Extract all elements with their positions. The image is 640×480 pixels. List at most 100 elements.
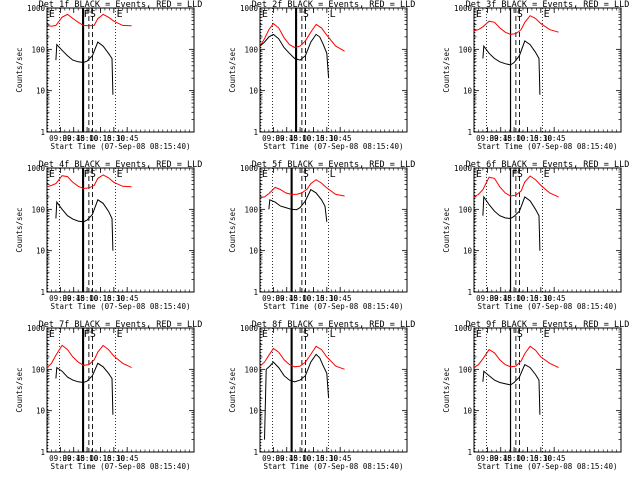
x-tick-label: 10:30: [316, 454, 339, 463]
x-tick-label: 09:45: [62, 454, 85, 463]
x-tick-label: 10:00: [289, 454, 312, 463]
x-tick-label: 09:30: [262, 294, 285, 303]
x-axis-label: Start Time (07-Sep-08 08:15:40): [478, 142, 618, 151]
lld-series-line: [259, 179, 345, 199]
y-tick-label: 100: [458, 365, 472, 374]
x-axis-label: Start Time (07-Sep-08 08:15:40): [264, 302, 404, 311]
x-axis-label: Start Time (07-Sep-08 08:15:40): [264, 142, 404, 151]
panel-title: Det 2f BLACK = Events, RED = LLD: [252, 0, 416, 10]
y-tick-label: 1000: [454, 324, 473, 333]
y-tick-label: 10: [249, 247, 259, 256]
x-tick-label: 09:30: [49, 294, 72, 303]
marker-label: L: [330, 9, 336, 20]
panel-title: Det 3f BLACK = Events, RED = LLD: [466, 0, 630, 10]
x-tick-label: 10:45: [329, 294, 352, 303]
marker-label: S: [90, 329, 96, 340]
x-tick-label: 10:15: [302, 454, 325, 463]
panel-title: Det 1f BLACK = Events, RED = LLD: [39, 0, 203, 10]
y-tick-label: 1000: [240, 4, 259, 13]
panel-title: Det 8f BLACK = Events, RED = LLD: [252, 320, 416, 330]
lld-series-line: [46, 174, 132, 190]
events-series-line: [264, 353, 330, 440]
y-tick-label: 1000: [27, 324, 46, 333]
y-axis-label: Counts/sec: [442, 47, 451, 92]
panel-3: Det 3f BLACK = Events, RED = LLD 1 10 100 10…: [442, 0, 629, 151]
y-tick-label: 100: [244, 365, 258, 374]
marker-label: E: [476, 9, 482, 20]
y-tick-label: 10: [36, 87, 46, 96]
plot-frame: [46, 7, 195, 133]
x-axis-label: Start Time (07-Sep-08 08:15:40): [51, 142, 191, 151]
y-axis-label: Counts/sec: [15, 47, 24, 92]
marker-label: S: [517, 9, 523, 20]
x-tick-label: 09:45: [489, 294, 512, 303]
lld-series-line: [473, 175, 559, 198]
x-tick-label: 10:45: [116, 134, 139, 143]
plot-frame: [259, 7, 408, 133]
marker-label: S: [90, 169, 96, 180]
y-tick-label: 10: [463, 247, 473, 256]
y-tick-label: 1: [467, 448, 472, 457]
marker-label: E: [262, 169, 268, 180]
y-tick-label: 100: [458, 45, 472, 54]
x-tick-label: 09:30: [49, 134, 72, 143]
marker-label: F: [84, 9, 90, 20]
x-tick-label: 10:15: [516, 294, 539, 303]
y-tick-label: 1: [40, 128, 45, 137]
x-tick-label: 10:15: [302, 134, 325, 143]
y-tick-label: 10: [249, 87, 259, 96]
y-tick-label: 1: [40, 288, 45, 297]
panel-1: Det 1f BLACK = Events, RED = LLD 1 10 100 10…: [15, 0, 202, 151]
lld-series-line: [259, 22, 345, 52]
events-series-line: [482, 363, 541, 415]
y-tick-label: 1: [467, 128, 472, 137]
x-tick-label: 10:00: [76, 294, 99, 303]
y-tick-label: 10: [463, 407, 473, 416]
x-tick-label: 10:30: [103, 454, 126, 463]
marker-label: E: [544, 169, 550, 180]
panel-title: Det 6f BLACK = Events, RED = LLD: [466, 160, 630, 170]
x-tick-label: 09:45: [275, 294, 298, 303]
x-tick-label: 09:30: [49, 454, 72, 463]
marker-label: E: [49, 169, 55, 180]
y-tick-label: 100: [244, 45, 258, 54]
plot-frame: [473, 7, 622, 133]
y-tick-label: 100: [244, 205, 258, 214]
marker-label: F: [84, 169, 90, 180]
panel-8: Det 8f BLACK = Events, RED = LLD 1 10 100 10…: [228, 320, 415, 471]
plot-frame: [473, 327, 622, 453]
plot-frame: [46, 167, 195, 293]
marker-label: E: [117, 9, 123, 20]
y-tick-label: 1: [40, 448, 45, 457]
events-series-line: [55, 199, 114, 251]
marker-label: L: [330, 169, 336, 180]
y-tick-label: 1: [467, 288, 472, 297]
panel-title: Det 7f BLACK = Events, RED = LLD: [39, 320, 203, 330]
y-tick-label: 1000: [27, 4, 46, 13]
events-series-line: [268, 188, 328, 222]
y-tick-label: 100: [31, 205, 45, 214]
y-axis-label: Counts/sec: [228, 207, 237, 252]
x-axis-label: Start Time (07-Sep-08 08:15:40): [264, 462, 404, 471]
y-axis-label: Counts/sec: [15, 207, 24, 252]
marker-label: E: [117, 329, 123, 340]
events-series-line: [482, 195, 541, 251]
y-tick-label: 1000: [240, 164, 259, 173]
marker-label: E: [262, 329, 268, 340]
panel-2: Det 2f BLACK = Events, RED = LLD 1 10 100 10…: [228, 0, 415, 151]
x-tick-label: 10:15: [302, 294, 325, 303]
x-tick-label: 09:30: [476, 454, 499, 463]
events-series-line: [259, 33, 330, 79]
marker-label: S: [303, 9, 309, 20]
plot-frame: [46, 327, 195, 453]
y-axis-label: Counts/sec: [15, 367, 24, 412]
y-axis-label: Counts/sec: [442, 367, 451, 412]
y-tick-label: 1: [253, 448, 258, 457]
plot-frame: [259, 327, 408, 453]
lld-series-line: [473, 345, 559, 369]
x-tick-label: 09:30: [262, 454, 285, 463]
marker-label: E: [544, 9, 550, 20]
panel-6: Det 6f BLACK = Events, RED = LLD 1 10 100 10…: [442, 160, 629, 311]
lld-series-line: [473, 15, 559, 35]
panel-9: Det 9f BLACK = Events, RED = LLD 1 10 100 10…: [442, 320, 629, 471]
